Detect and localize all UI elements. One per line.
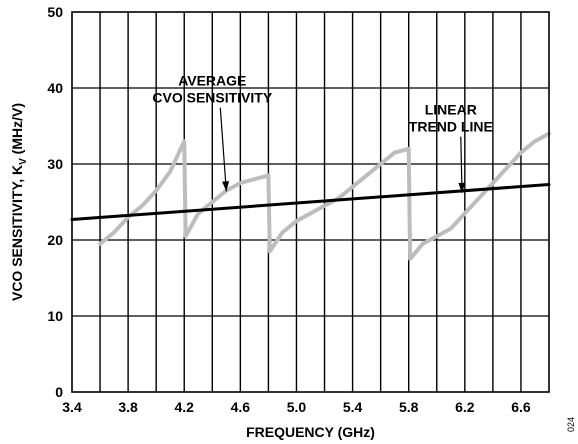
annotation-arrow-head [458,182,466,193]
y-tick-label: 50 [47,4,63,20]
y-axis-label: VCO SENSITIVITY, KV (MHz/V) [9,103,29,301]
annotation-average-cvo-sensitivity: AVERAGE [178,73,246,89]
x-tick-label: 4.2 [175,399,195,415]
x-tick-label: 5.8 [399,399,419,415]
annotation-linear-trend-line: TREND LINE [409,119,493,135]
y-tick-label: 20 [47,232,63,248]
y-tick-label: 0 [55,384,63,400]
annotation-arrow-head [222,181,230,192]
y-axis-label-unit: (MHz/V) [9,103,25,158]
x-tick-label: 4.6 [231,399,251,415]
x-tick-label: 5.4 [343,399,363,415]
x-tick-labels: 3.4 3.8 4.2 4.6 5.0 5.4 5.8 6.2 6.6 [62,399,531,415]
plot-frame [71,11,550,393]
y-tick-label: 10 [47,308,63,324]
y-tick-labels: 0 10 20 30 40 50 [47,4,63,400]
annotation-arrow-line [219,107,227,192]
figure-id: 024 [566,417,576,432]
y-axis-label-subscript: V [18,158,29,165]
y-tick-label: 40 [47,80,63,96]
series-linear-trend-line [70,183,551,221]
x-tick-label: 3.8 [118,399,138,415]
x-tick-label: 3.4 [62,399,82,415]
annotation-linear-trend-line: LINEAR [425,102,477,118]
plot-series [70,131,551,261]
series-average-cvo-sensitivity [98,131,551,261]
x-tick-label: 6.6 [511,399,531,415]
x-axis-label: FREQUENCY (GHz) [246,424,375,440]
y-tick-label: 30 [47,156,63,172]
annotation-average-cvo-sensitivity: CVO SENSITIVITY [152,90,272,106]
grid-lines [72,12,549,392]
y-axis-label-main: VCO SENSITIVITY, K [9,165,25,301]
x-tick-label: 6.2 [455,399,475,415]
x-tick-label: 5.0 [287,399,307,415]
